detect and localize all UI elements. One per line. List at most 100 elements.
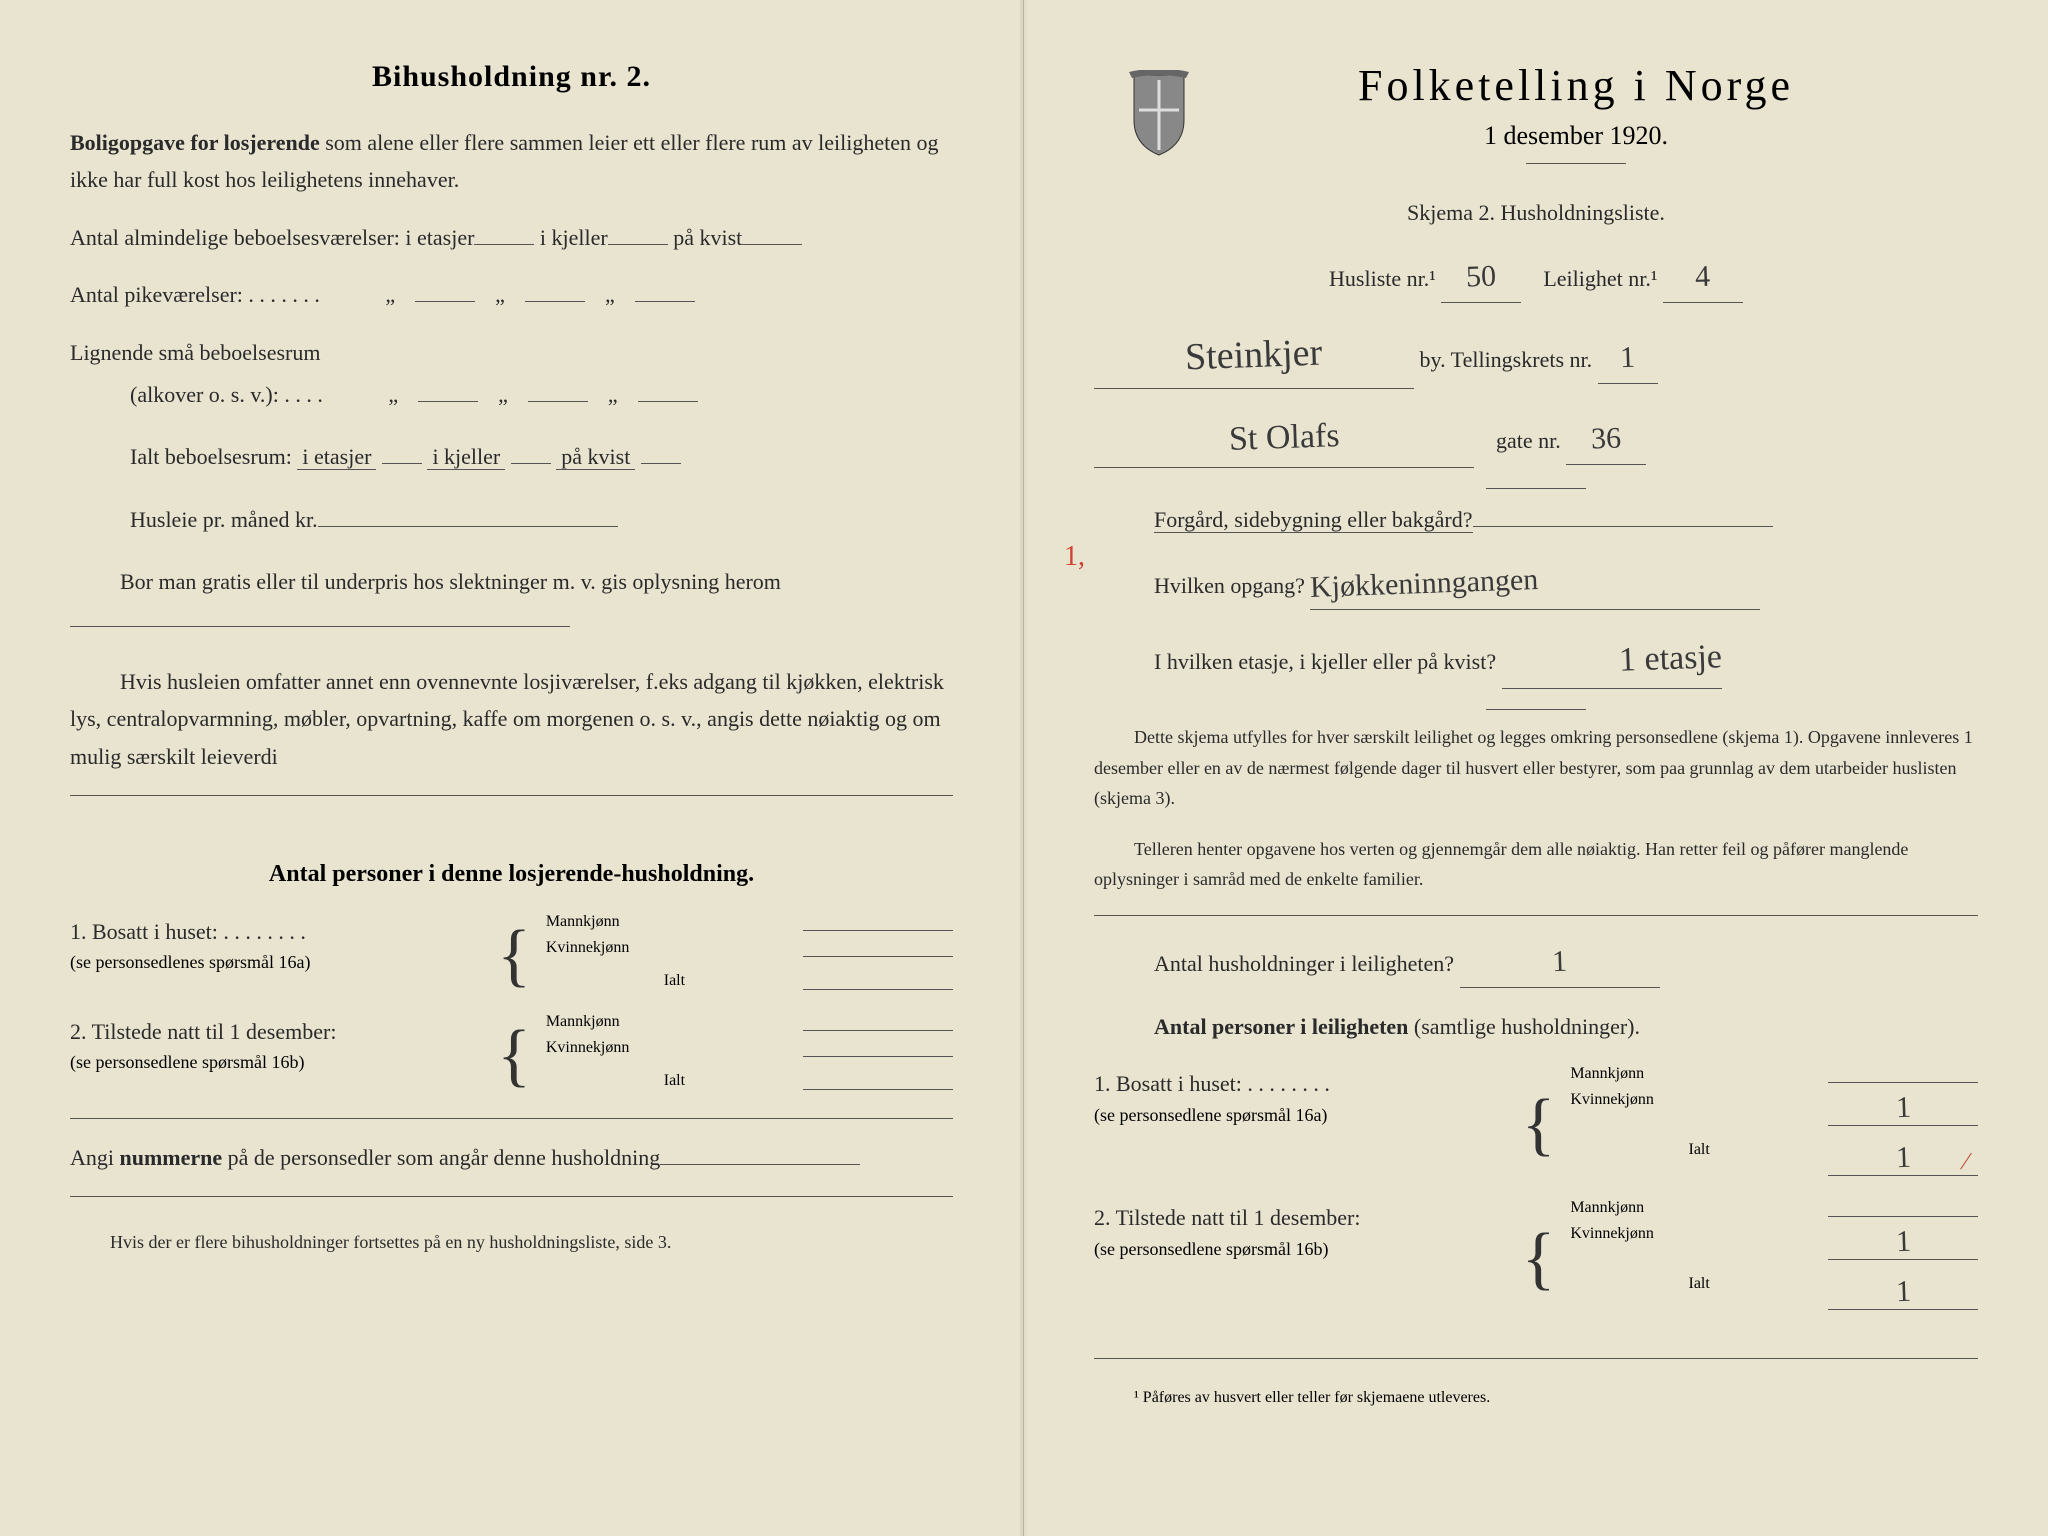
page-fold	[1020, 0, 1028, 1536]
angi-pre: Angi	[70, 1145, 120, 1170]
gate-nr-value: 36	[1590, 412, 1622, 464]
label-ialt: Ialt beboelsesrum:	[130, 444, 292, 469]
gate-line: St Olafs gate nr. 36	[1094, 409, 1978, 468]
r-sub-tilstede: (se personsedlene spørsmål 16b)	[1094, 1239, 1502, 1260]
line-husleie: Husleie pr. måned kr.	[130, 501, 953, 538]
label-kvinne2: Kvinnekjønn	[546, 1039, 630, 1057]
ialt-etasjer: i etasjer	[297, 444, 376, 470]
red-strike: ⁄	[1964, 1149, 1969, 1176]
ialt-kjeller: i kjeller	[427, 444, 505, 470]
line-alkover-b: (alkover o. s. v.): . . . . „„„	[130, 376, 953, 413]
left-page: Bihusholdning nr. 2. Boligopgave for los…	[0, 0, 1024, 1536]
instructions-2: Telleren henter opgavene hos verten og g…	[1094, 834, 1978, 895]
intro-paragraph: Boligopgave for losjerende som alene ell…	[70, 124, 953, 199]
label-husleie: Husleie pr. måned kr.	[130, 507, 318, 532]
label-rooms-etasjer: Antal almindelige beboelsesværelser: i e…	[70, 225, 474, 250]
label-rooms-kjeller: i kjeller	[540, 225, 608, 250]
krets-value: 1	[1619, 332, 1636, 383]
line-borman: Bor man gratis eller til underpris hos s…	[70, 563, 953, 638]
red-mark: 1,	[1064, 541, 1085, 573]
line-hvis: Hvis husleien omfatter annet enn ovennev…	[70, 663, 953, 775]
r-kvinne1-value: 1	[1895, 1091, 1911, 1126]
opgang-line: Hvilken opgang? Kjøkkeninngangen	[1154, 558, 1978, 610]
antal-pers-line: Antal personer i leiligheten (samtlige h…	[1154, 1008, 1978, 1045]
brace-icon: {	[1522, 1227, 1556, 1290]
sub-bosatt: (se personsedlenes spørsmål 16a)	[70, 952, 477, 973]
label-antal-pers-bold: Antal personer i leiligheten	[1154, 1014, 1408, 1039]
label-mann2: Mannkjønn	[546, 1013, 620, 1031]
skjema-line: Skjema 2. Husholdningsliste.	[1094, 194, 1978, 231]
label-ialt1: Ialt	[664, 972, 685, 990]
sub-tilstede: (se personsedlene spørsmål 16b)	[70, 1052, 477, 1073]
label-antal-pers-rest: (samtlige husholdninger).	[1408, 1014, 1640, 1039]
gate-value: St Olafs	[1228, 407, 1340, 469]
ialt-kvist: på kvist	[556, 444, 635, 470]
group-tilstede: 2. Tilstede natt til 1 desember: (se per…	[70, 1013, 953, 1098]
r-label-mann1: Mannkjønn	[1570, 1065, 1644, 1083]
label-borman: Bor man gratis eller til underpris hos s…	[120, 569, 781, 594]
r-label-mann2: Mannkjønn	[1570, 1199, 1644, 1217]
r-ialt1-value: 1	[1895, 1141, 1911, 1176]
by-value: Steinkjer	[1184, 321, 1323, 390]
r-kvinne2-value: 1	[1895, 1225, 1911, 1260]
line-alkover-a: Lignende små beboelsesrum	[70, 334, 953, 371]
husliste-value: 50	[1465, 251, 1497, 303]
label-husliste: Husliste nr.¹	[1329, 266, 1436, 291]
label-forgard: Forgård, sidebygning eller bakgård?	[1154, 507, 1473, 533]
r-label-ialt2: Ialt	[1689, 1275, 1710, 1310]
right-page: Folketelling i Norge 1 desember 1920. Sk…	[1024, 0, 2048, 1536]
angi-line: Angi nummerne på de personsedler som ang…	[70, 1139, 953, 1176]
label-tilstede: 2. Tilstede natt til 1 desember:	[70, 1019, 336, 1044]
label-bosatt: 1. Bosatt i huset: . . . . . . . .	[70, 919, 306, 944]
r-label-kvinne2: Kvinnekjønn	[1570, 1225, 1654, 1260]
label-ialt2: Ialt	[664, 1072, 685, 1090]
instructions-1: Dette skjema utfylles for hver særskilt …	[1094, 722, 1978, 814]
right-group-bosatt: 1. Bosatt i huset: . . . . . . . . (se p…	[1094, 1065, 1978, 1184]
antal-hush-value: 1	[1551, 936, 1568, 987]
intro-bold: Boligopgave for losjerende	[70, 130, 320, 155]
line-pike: Antal pikeværelser: . . . . . . . „„„	[70, 276, 953, 313]
angi-rest: på de personsedler som angår denne husho…	[222, 1145, 660, 1170]
r-ialt2-value: 1	[1895, 1275, 1911, 1310]
label-gate: gate nr.	[1496, 428, 1561, 453]
husliste-line: Husliste nr.¹ 50 Leilighet nr.¹ 4	[1094, 251, 1978, 303]
label-antal-hush: Antal husholdninger i leiligheten?	[1154, 951, 1454, 976]
r-label-kvinne1: Kvinnekjønn	[1570, 1091, 1654, 1126]
line-ialt: Ialt beboelsesrum: i etasjer i kjeller p…	[130, 438, 953, 475]
label-mann1: Mannkjønn	[546, 913, 620, 931]
brace-icon: {	[497, 924, 531, 987]
forgard-line: Forgård, sidebygning eller bakgård?	[1154, 501, 1978, 538]
angi-bold: nummerne	[120, 1145, 223, 1170]
line-rooms: Antal almindelige beboelsesværelser: i e…	[70, 219, 953, 256]
label-rooms-kvist: på kvist	[673, 225, 742, 250]
main-title: Folketelling i Norge	[1174, 60, 1978, 111]
footnote: ¹ Påføres av husvert eller teller før sk…	[1094, 1389, 1978, 1407]
opgang-value: Kjøkkeninngangen	[1310, 554, 1540, 613]
header: Folketelling i Norge 1 desember 1920.	[1094, 60, 1978, 164]
date: 1 desember 1920.	[1174, 121, 1978, 151]
label-leilighet: Leilighet nr.¹	[1543, 266, 1657, 291]
label-alkover: (alkover o. s. v.): . . . .	[130, 382, 323, 407]
brace-icon: {	[497, 1024, 531, 1087]
etasje-line: I hvilken etasje, i kjeller eller på kvi…	[1154, 630, 1978, 689]
label-etasje: I hvilken etasje, i kjeller eller på kvi…	[1154, 649, 1496, 674]
r-label-ialt1: Ialt	[1689, 1141, 1710, 1176]
antal-hush-line: Antal husholdninger i leiligheten? 1	[1154, 936, 1978, 988]
label-by: by. Tellingskrets nr.	[1420, 347, 1593, 372]
label-kvinne1: Kvinnekjønn	[546, 939, 630, 957]
brace-icon: {	[1522, 1093, 1556, 1156]
by-line: Steinkjer by. Tellingskrets nr. 1	[1094, 323, 1978, 389]
left-title: Bihusholdning nr. 2.	[70, 60, 953, 94]
left-footer: Hvis der er flere bihusholdninger fortse…	[70, 1227, 953, 1258]
label-pike: Antal pikeværelser: . . . . . . .	[70, 282, 320, 307]
section2-title: Antal personer i denne losjerende-hushol…	[70, 861, 953, 888]
group-bosatt: 1. Bosatt i huset: . . . . . . . . (se p…	[70, 913, 953, 998]
label-opgang: Hvilken opgang?	[1154, 573, 1305, 598]
coat-of-arms-icon	[1124, 70, 1194, 160]
r-sub-bosatt: (se personsedlene spørsmål 16a)	[1094, 1105, 1502, 1126]
r-label-bosatt: 1. Bosatt i huset: . . . . . . . .	[1094, 1071, 1330, 1096]
r-label-tilstede: 2. Tilstede natt til 1 desember:	[1094, 1205, 1360, 1230]
right-group-tilstede: 2. Tilstede natt til 1 desember: (se per…	[1094, 1199, 1978, 1318]
leilighet-value: 4	[1695, 251, 1712, 302]
etasje-value: 1 etasje	[1618, 628, 1723, 689]
